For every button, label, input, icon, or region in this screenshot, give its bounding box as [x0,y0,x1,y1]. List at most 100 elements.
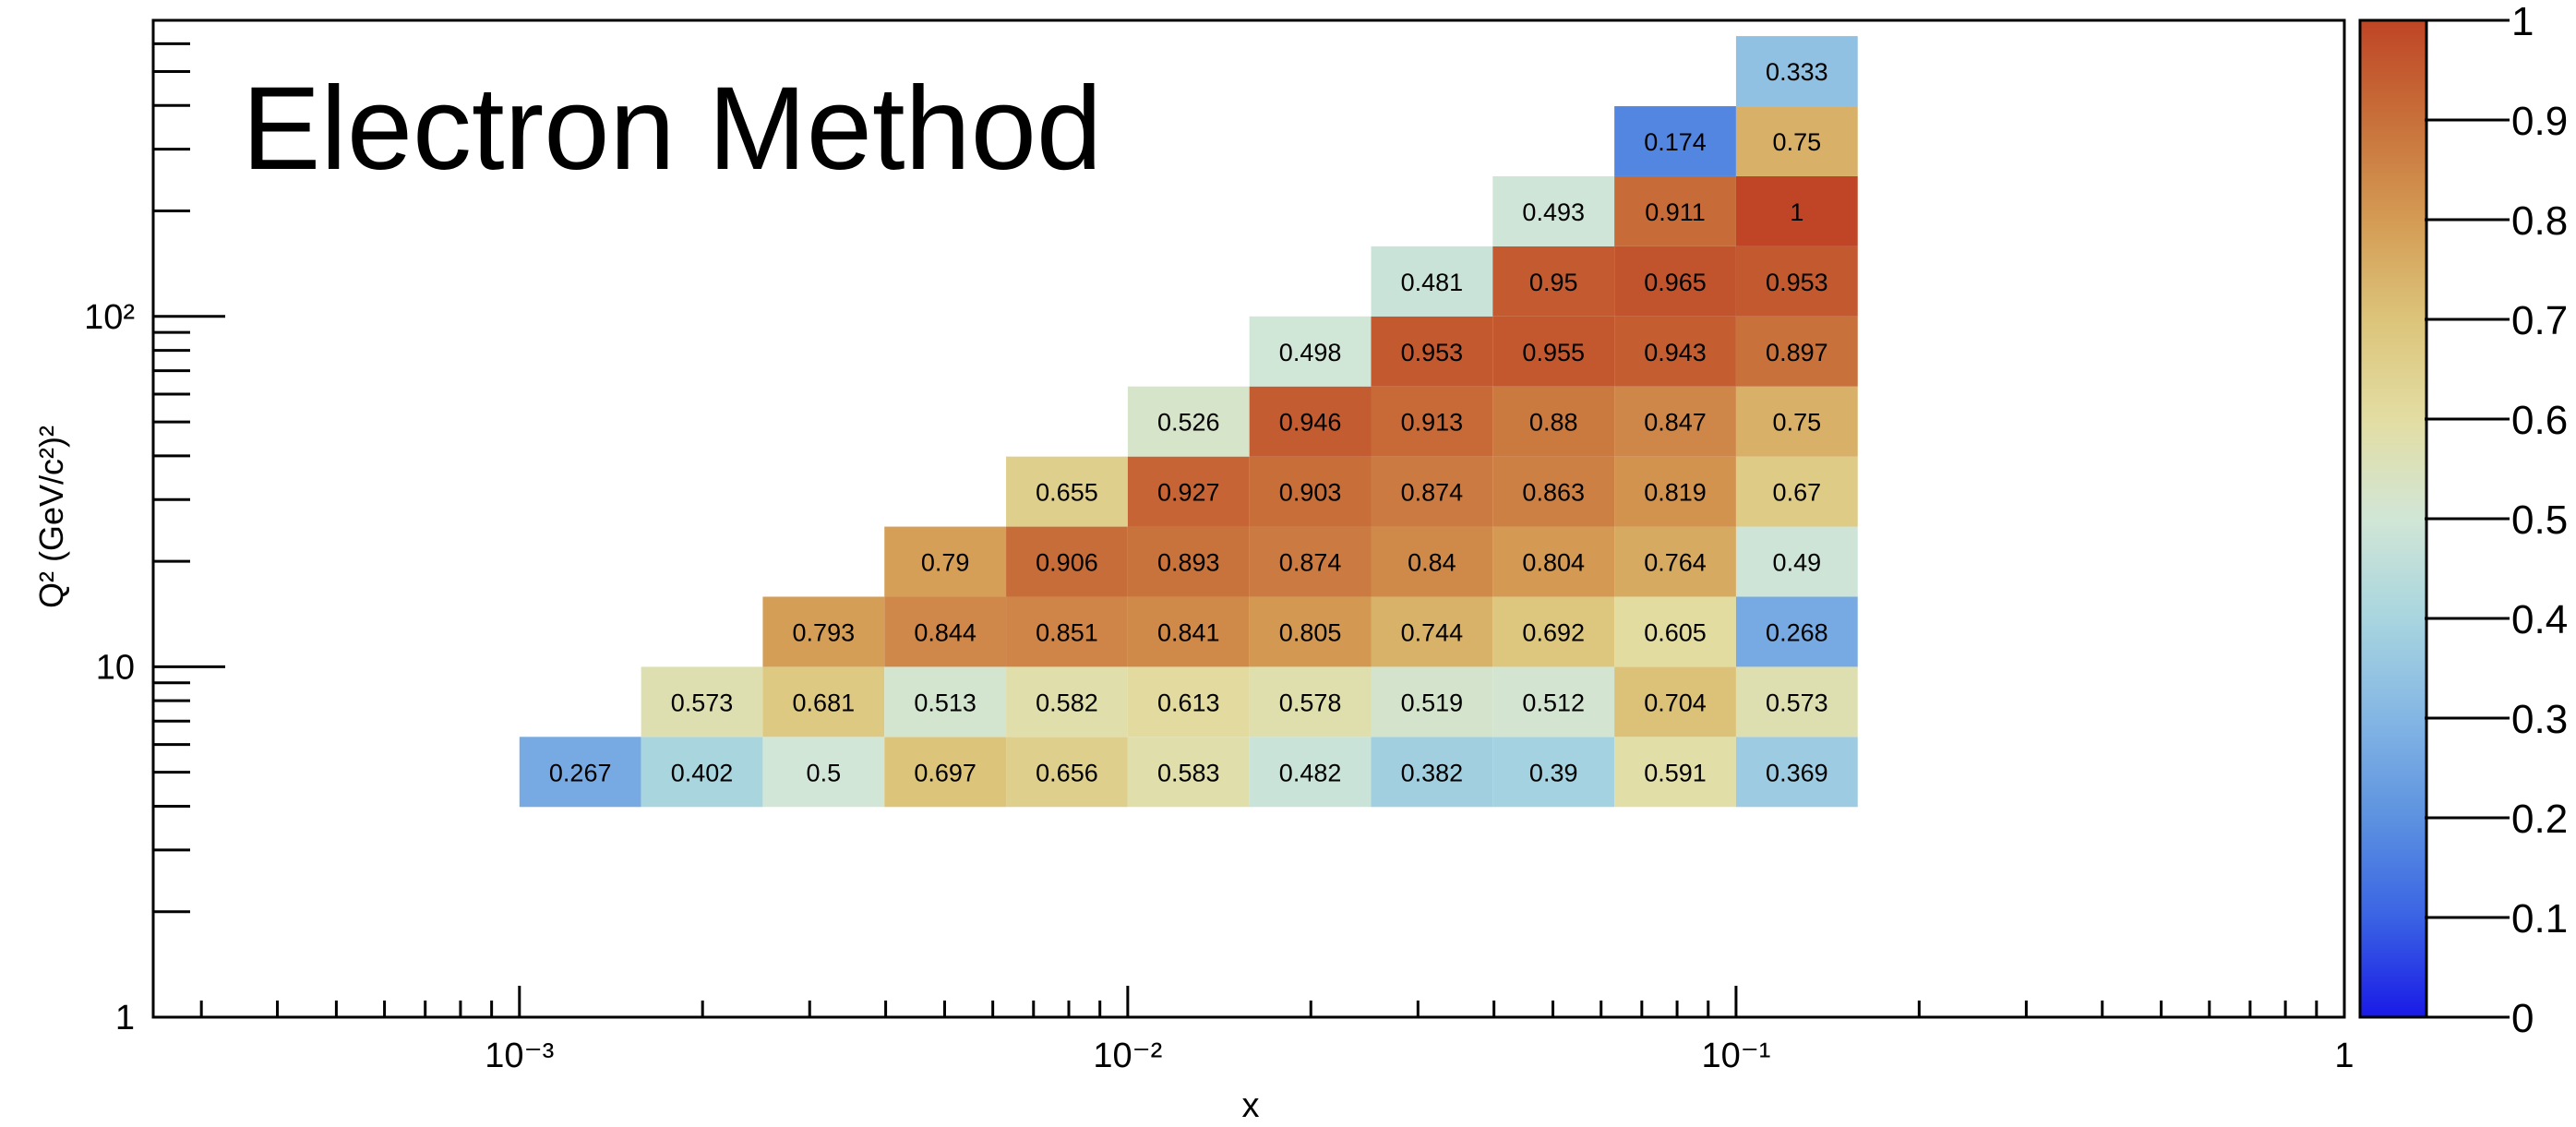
heatmap-cell [1006,526,1128,597]
cell-value-label: 0.605 [1644,618,1707,646]
heatmap-cell [762,737,885,808]
cell-value-label: 0.88 [1529,409,1578,437]
heatmap-cell-labels: 0.267 0.402 0.5 0.697 0.656 0.583 0.482 0.382 0.… [549,58,1828,786]
cell-value-label: 0.613 [1157,689,1220,716]
cell-value-label: 0.519 [1401,689,1464,716]
heatmap-cell [1371,246,1493,317]
heatmap-cell [1127,737,1250,808]
cell-value-label: 0.863 [1522,479,1585,507]
heatmap-cell [1249,386,1372,457]
heatmap-cell [1371,526,1493,597]
cell-value-label: 0.841 [1157,618,1220,646]
heatmap-cell [1614,316,1736,387]
heatmap-cells [519,36,1858,808]
cell-value-label: 0.5 [807,759,842,786]
y-tick-label: 10 [96,648,135,687]
cell-value-label: 0.692 [1522,618,1585,646]
heatmap-cell [1735,596,1858,667]
colorbar-tick-label: 0.1 [2511,896,2568,941]
cell-value-label: 0.79 [921,549,970,577]
y-tick-label: 1 [115,999,135,1037]
cell-value-label: 0.655 [1036,479,1098,507]
cell-value-label: 0.75 [1773,409,1822,437]
cell-value-label: 0.844 [914,618,976,646]
heatmap-cell [1614,456,1736,527]
cell-value-label: 0.805 [1279,618,1342,646]
cell-value-label: 0.482 [1279,759,1342,786]
cell-value-label: 0.578 [1279,689,1342,716]
cell-value-label: 0.526 [1157,409,1220,437]
heatmap-cell [1735,246,1858,317]
cell-value-label: 0.583 [1157,759,1220,786]
cell-value-label: 0.953 [1766,269,1828,296]
heatmap-cell [1127,456,1250,527]
colorbar [2358,18,2428,1019]
cell-value-label: 0.804 [1522,549,1585,577]
heatmap-cell [1006,737,1128,808]
cell-value-label: 0.955 [1522,339,1585,366]
heatmap-cell [1127,386,1250,457]
cell-value-label: 0.819 [1644,479,1707,507]
heatmap-cell [1127,596,1250,667]
cell-value-label: 0.903 [1279,479,1342,507]
x-tick-label: 10⁻² [1093,1037,1162,1075]
cell-value-label: 0.493 [1522,198,1585,226]
cell-value-label: 0.369 [1766,759,1828,786]
cell-value-label: 0.927 [1157,479,1220,507]
cell-value-label: 0.764 [1644,549,1707,577]
heatmap-cell [1249,316,1372,387]
heatmap-cell [1006,666,1128,737]
cell-value-label: 0.953 [1401,339,1464,366]
cell-value-label: 0.874 [1401,479,1464,507]
cell-value-label: 0.582 [1036,689,1098,716]
cell-value-label: 0.67 [1773,479,1822,507]
heatmap-cell [1735,316,1858,387]
heatmap-cell [1614,737,1736,808]
cell-value-label: 0.481 [1401,269,1464,296]
x-tick-label: 10⁻³ [485,1037,554,1075]
colorbar-tick-label: 0.4 [2511,597,2568,642]
heatmap-cell [1735,666,1858,737]
cell-value-label: 0.591 [1644,759,1707,786]
heatmap-cell [1371,386,1493,457]
cell-value-label: 0.893 [1157,549,1220,577]
colorbar-ticks: 0 0.1 0.2 0.3 0.4 0.5 0.6 0.7 0.8 0.9 1 [2425,0,2568,1041]
heatmap-cell [1614,246,1736,317]
cell-value-label: 0.174 [1644,128,1707,156]
heatmap-cell [1492,386,1615,457]
colorbar-tick-label: 0.6 [2511,398,2568,443]
heatmap-cell [1006,456,1128,527]
heatmap-cell [519,737,641,808]
heatmap-cell [1371,316,1493,387]
cell-value-label: 0.39 [1529,759,1578,786]
heatmap-cell [1492,666,1615,737]
cell-value-label: 0.402 [671,759,734,786]
colorbar-tick-label: 0 [2511,996,2534,1041]
cell-value-label: 0.333 [1766,58,1828,86]
cell-value-label: 0.847 [1644,409,1707,437]
heatmap-cell [884,737,1007,808]
cell-value-label: 0.946 [1279,409,1342,437]
colorbar-tick-label: 0.9 [2511,99,2568,144]
heatmap-cell [1249,737,1372,808]
heatmap-cell [1249,596,1372,667]
heatmap-cell [1492,456,1615,527]
heatmap-cell [641,666,763,737]
heatmap-cell [1735,175,1858,246]
heatmap-cell [1371,596,1493,667]
chart-title: Electron Method [242,63,1102,195]
cell-value-label: 0.906 [1036,549,1098,577]
heatmap-cell [1492,596,1615,667]
heatmap-cell [1006,596,1128,667]
cell-value-label: 0.382 [1401,759,1464,786]
heatmap-cell [1371,456,1493,527]
cell-value-label: 0.498 [1279,339,1342,366]
heatmap-cell [1127,666,1250,737]
heatmap-cell [1249,666,1372,737]
heatmap-cell [641,737,763,808]
colorbar-tick-label: 0.3 [2511,697,2568,742]
heatmap-cell [1735,386,1858,457]
cell-value-label: 0.704 [1644,689,1707,716]
cell-value-label: 1 [1790,198,1803,226]
heatmap-cell [1492,175,1615,246]
